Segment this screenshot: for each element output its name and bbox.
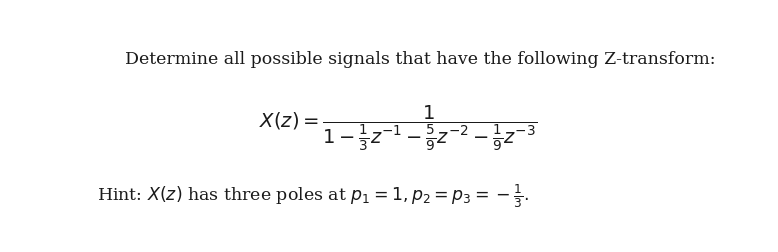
Text: Hint: $X(z)$ has three poles at $p_1 = 1, p_2 = p_3 = -\frac{1}{3}.$: Hint: $X(z)$ has three poles at $p_1 = 1… bbox=[97, 181, 530, 209]
Text: $X(z) = \dfrac{\quad\quad\quad 1 \quad\quad\quad}{1 - \frac{1}{3}z^{-1} - \frac{: $X(z) = \dfrac{\quad\quad\quad 1 \quad\q… bbox=[259, 103, 538, 152]
Text: Determine all possible signals that have the following Z-transform:: Determine all possible signals that have… bbox=[124, 51, 715, 68]
